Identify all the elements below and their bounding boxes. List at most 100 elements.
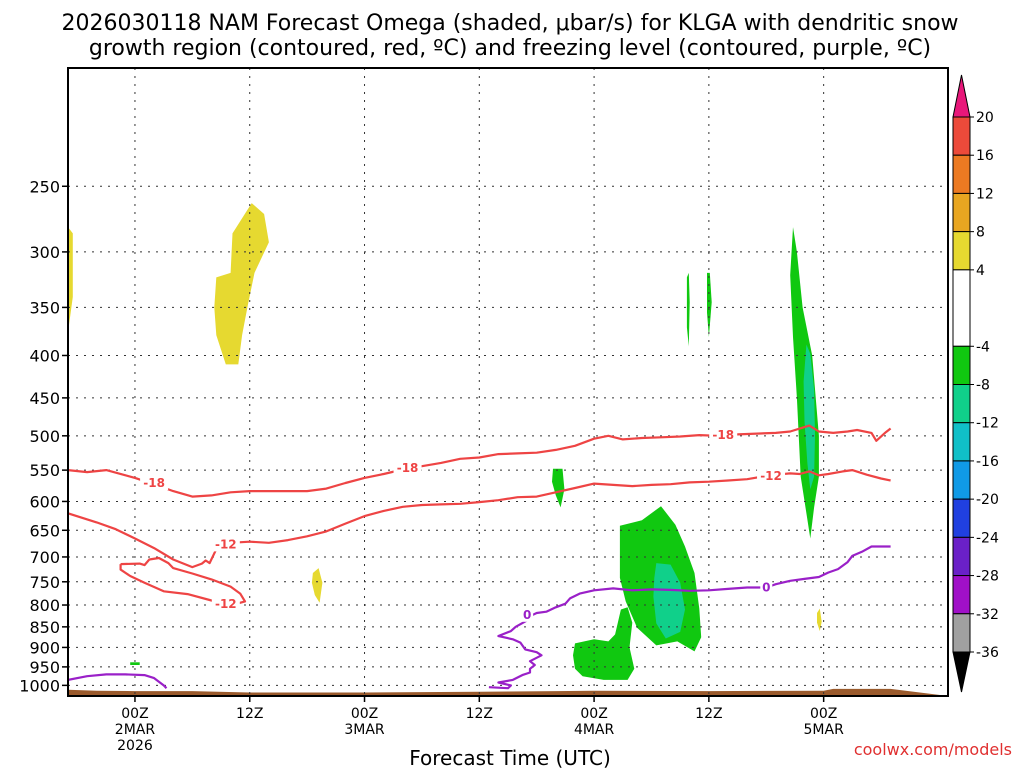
colorbar-band-2 xyxy=(952,154,971,194)
contour-label-0: -18 xyxy=(143,476,165,490)
omega-region-9 xyxy=(707,272,712,337)
chart-title-line1: 2026030118 NAM Forecast Omega (shaded, μ… xyxy=(61,11,958,36)
colorbar-label-10: -24 xyxy=(976,530,999,546)
contour--12-line-1 xyxy=(68,469,891,569)
colorbar-label-0: 20 xyxy=(976,110,994,126)
colorbar-bottom-arrow xyxy=(952,651,971,693)
contour-label-5: -12 xyxy=(760,469,782,483)
y-tick-label-650: 650 xyxy=(29,521,60,540)
x-tick-label-0-2: 2026 xyxy=(117,738,153,754)
colorbar-label-2: 12 xyxy=(976,186,994,202)
x-tick-label-48-1: 4MAR xyxy=(574,722,615,738)
colorbar-label-7: -12 xyxy=(976,416,999,432)
x-tick-label-0-0: 00Z xyxy=(121,706,148,722)
x-tick-label-24-1: 3MAR xyxy=(344,722,385,738)
omega-region-0 xyxy=(68,227,73,333)
y-tick-label-950: 950 xyxy=(29,658,60,677)
omega-shading xyxy=(68,203,822,680)
y-tick-label-500: 500 xyxy=(29,427,60,446)
plot-frame xyxy=(67,67,949,697)
y-tick-label-600: 600 xyxy=(29,492,60,511)
y-tick-label-300: 300 xyxy=(29,243,60,262)
y-tick-label-400: 400 xyxy=(29,346,60,365)
x-tick-label-36-0: 12Z xyxy=(466,706,493,722)
contour-label-bg-4 xyxy=(211,596,240,612)
colorbar-band-4 xyxy=(952,231,971,271)
contour--12-line-2 xyxy=(119,556,247,606)
contour-label-bg-7 xyxy=(760,579,773,595)
ground-layer xyxy=(68,688,948,696)
y-tick-label-1000: 1000 xyxy=(19,676,60,695)
y-tick-label-350: 350 xyxy=(29,298,60,317)
contour-0-line-4 xyxy=(488,545,891,690)
colorbar-band-12 xyxy=(952,575,971,615)
contour-label-bg-0 xyxy=(140,474,169,490)
colorbar-label-9: -20 xyxy=(976,492,999,508)
x-tick-label-72-0: 00Z xyxy=(810,706,837,722)
colorbar-band-9 xyxy=(952,460,971,500)
y-tick-label-800: 800 xyxy=(29,596,60,615)
x-tick-label-60-0: 12Z xyxy=(695,706,722,722)
y-tick-label-700: 700 xyxy=(29,548,60,567)
contour-label-6: 0 xyxy=(523,608,531,622)
y-tick-label-750: 750 xyxy=(29,573,60,592)
colorbar-band-10 xyxy=(952,498,971,538)
y-tick-label-550: 550 xyxy=(29,461,60,480)
omega-region-1 xyxy=(214,203,269,365)
omega-region-12 xyxy=(803,344,815,490)
colorbar-band-6 xyxy=(952,345,971,385)
contour-labels: -18 -18 -18 -12 -12 -12 0 0 xyxy=(140,427,786,622)
contour-label-bg-1 xyxy=(393,460,422,476)
colorbar: 20 16 12 8 4 -4 -8 -12 -16 -20 -24 -28 -32 -36 xyxy=(952,74,999,693)
contour-label-4: -12 xyxy=(215,597,237,611)
plot-area: -18 -18 -18 -12 -12 -12 0 0 xyxy=(67,67,949,697)
colorbar-label-1: 16 xyxy=(976,148,994,164)
colorbar-band-13 xyxy=(952,613,971,653)
x-tick-label-12-0: 12Z xyxy=(236,706,263,722)
colorbar-label-11: -28 xyxy=(976,569,999,585)
contour-label-1: -18 xyxy=(397,461,419,475)
temperature-contours xyxy=(68,424,892,690)
x-axis-label: Forecast Time (UTC) xyxy=(409,746,611,768)
contour-label-3: -12 xyxy=(215,537,237,551)
x-tick-label-48-0: 00Z xyxy=(580,706,607,722)
contour-label-bg-6 xyxy=(521,606,534,622)
y-tick-label-250: 250 xyxy=(29,177,60,196)
credit-text: coolwx.com/models xyxy=(854,740,1012,759)
colorbar-band-5 xyxy=(952,269,971,347)
colorbar-label-6: -8 xyxy=(976,378,990,394)
colorbar-label-12: -32 xyxy=(976,607,999,623)
contour-label-7: 0 xyxy=(762,581,770,595)
contour-label-bg-3 xyxy=(211,536,240,552)
omega-region-10 xyxy=(130,662,140,665)
omega-region-3 xyxy=(817,608,822,632)
ground-terrain xyxy=(68,688,948,696)
contour-label-2: -18 xyxy=(712,428,734,442)
colorbar-band-11 xyxy=(952,536,971,577)
colorbar-label-8: -16 xyxy=(976,454,999,470)
colorbar-label-5: -4 xyxy=(976,339,990,355)
omega-region-8 xyxy=(686,272,690,347)
y-tick-label-900: 900 xyxy=(29,638,60,657)
y-tick-label-850: 850 xyxy=(29,618,60,637)
x-tick-label-72-1: 5MAR xyxy=(804,722,845,738)
colorbar-band-7 xyxy=(952,384,971,424)
contour-label-bg-5 xyxy=(757,467,786,483)
contour--18-line-0 xyxy=(68,424,892,498)
x-tick-label-0-1: 2MAR xyxy=(115,722,156,738)
omega-region-4 xyxy=(552,468,565,508)
colorbar-band-1 xyxy=(952,116,971,156)
contour-label-bg-2 xyxy=(709,427,738,443)
colorbar-label-13: -36 xyxy=(976,645,999,661)
colorbar-band-8 xyxy=(952,422,971,462)
omega-region-2 xyxy=(311,568,323,603)
contour-0-line-3 xyxy=(68,673,168,689)
colorbar-label-4: 4 xyxy=(976,263,985,279)
x-tick-label-24-0: 00Z xyxy=(351,706,378,722)
y-axis-ticks: 2503003504004505005506006507007508008509… xyxy=(19,177,68,695)
colorbar-label-3: 8 xyxy=(976,225,985,241)
omega-region-6 xyxy=(573,607,635,680)
chart-title-line2: growth region (contoured, red, ºC) and f… xyxy=(89,36,931,61)
